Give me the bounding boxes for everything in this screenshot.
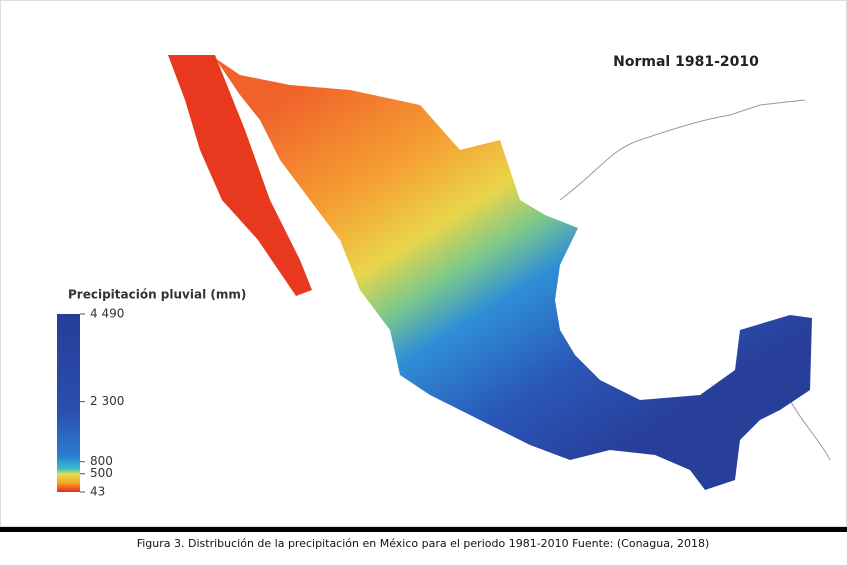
baja-california xyxy=(168,55,312,296)
mexico-map xyxy=(215,58,812,490)
color-bar xyxy=(57,314,80,492)
legend-tick-label: 4 490 xyxy=(90,307,124,321)
legend-tick-label: 43 xyxy=(90,485,105,499)
map-title: Normal 1981-2010 xyxy=(613,54,759,70)
legend-title: Precipitación pluvial (mm) xyxy=(68,288,246,302)
caption: Figura 3. Distribución de la precipitaci… xyxy=(137,537,710,550)
legend-tick-label: 500 xyxy=(90,466,113,480)
separator xyxy=(0,527,847,532)
legend-tick-label: 2 300 xyxy=(90,394,124,408)
legend-tick-label: 800 xyxy=(90,454,113,468)
